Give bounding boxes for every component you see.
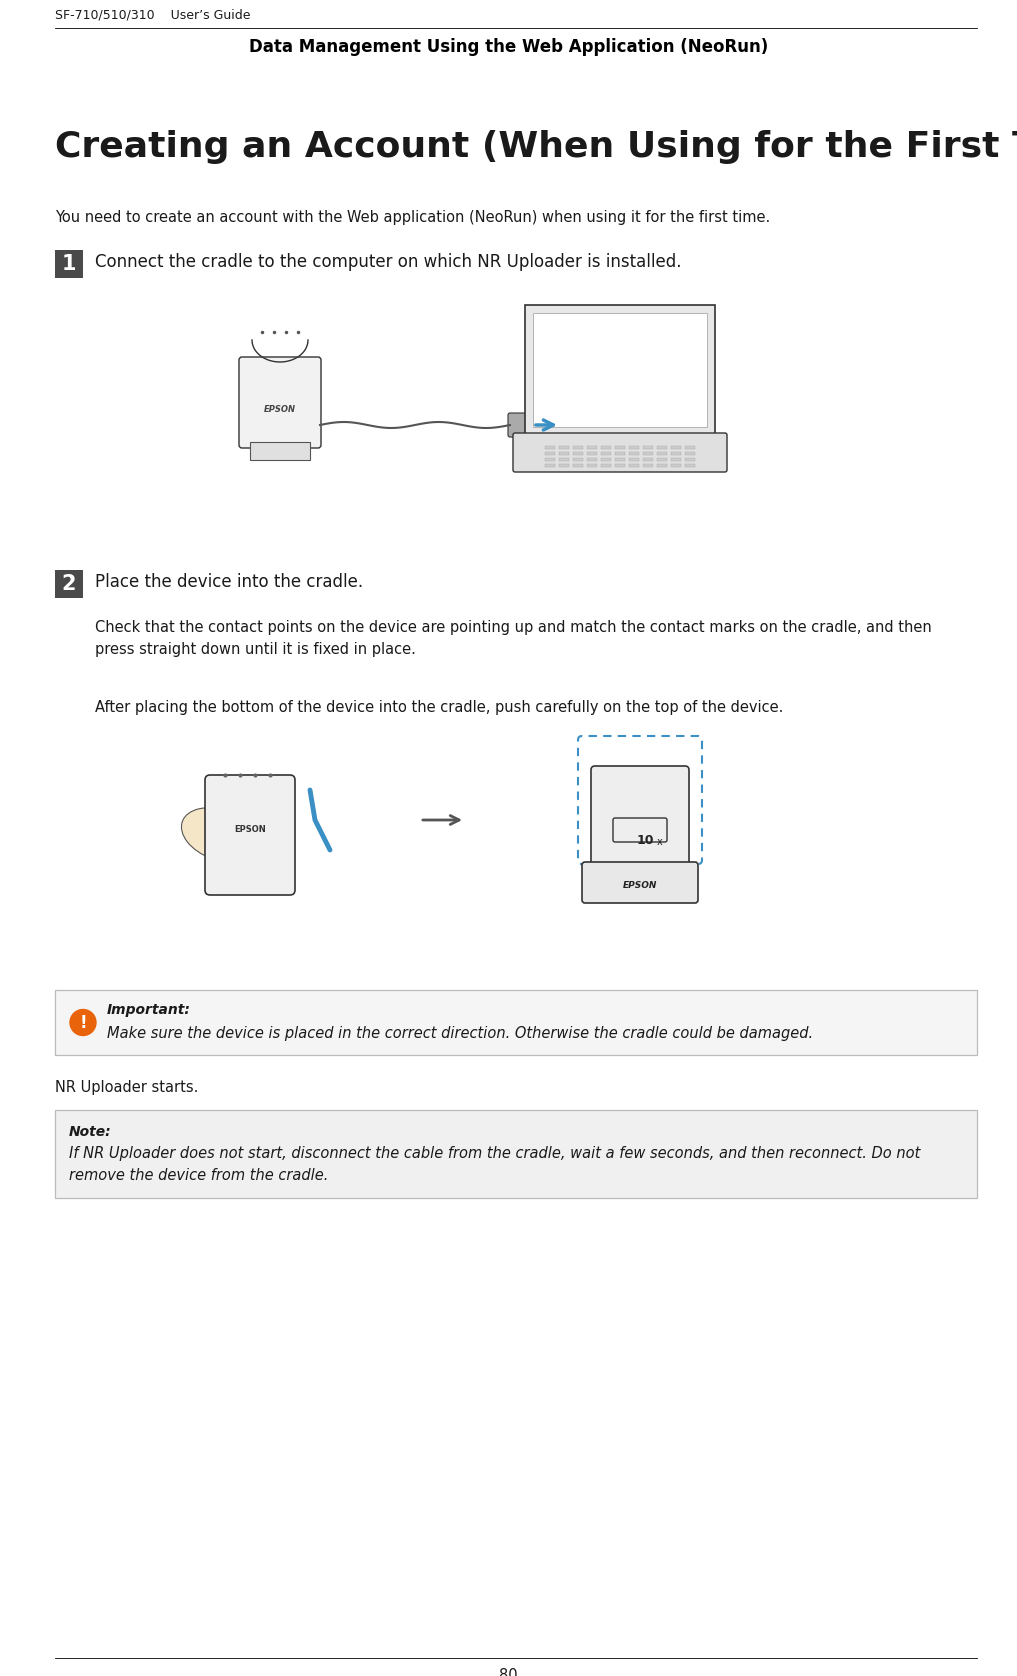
FancyBboxPatch shape — [205, 774, 295, 895]
Bar — [657, 453, 667, 454]
Text: After placing the bottom of the device into the cradle, push carefully on the to: After placing the bottom of the device i… — [95, 701, 783, 716]
Bar — [629, 453, 639, 454]
Bar — [601, 458, 611, 461]
Text: EPSON: EPSON — [264, 406, 296, 414]
Bar — [601, 453, 611, 454]
FancyBboxPatch shape — [582, 861, 698, 903]
Bar — [55, 250, 83, 278]
Bar — [615, 458, 625, 461]
Bar — [601, 446, 611, 449]
FancyBboxPatch shape — [513, 432, 727, 473]
Bar — [685, 458, 695, 461]
Bar — [545, 446, 555, 449]
Bar — [685, 453, 695, 454]
FancyBboxPatch shape — [239, 357, 321, 447]
Bar — [657, 464, 667, 468]
Bar — [55, 570, 83, 598]
Text: Data Management Using the Web Application (NeoRun): Data Management Using the Web Applicatio… — [249, 39, 768, 55]
Bar — [643, 446, 653, 449]
Text: 1: 1 — [62, 255, 76, 273]
Text: If NR Uploader does not start, disconnect the cable from the cradle, wait a few : If NR Uploader does not start, disconnec… — [69, 1146, 920, 1183]
Bar — [657, 458, 667, 461]
Bar — [657, 446, 667, 449]
FancyBboxPatch shape — [55, 991, 977, 1054]
Bar — [615, 464, 625, 468]
Text: EPSON: EPSON — [622, 880, 657, 890]
FancyBboxPatch shape — [55, 1110, 977, 1198]
Ellipse shape — [181, 808, 258, 861]
Bar — [629, 446, 639, 449]
Bar — [587, 458, 597, 461]
Text: 2: 2 — [62, 573, 76, 593]
Text: Place the device into the cradle.: Place the device into the cradle. — [95, 573, 363, 592]
Bar — [643, 453, 653, 454]
Circle shape — [70, 1009, 96, 1036]
Text: Note:: Note: — [69, 1125, 112, 1140]
Text: Make sure the device is placed in the correct direction. Otherwise the cradle co: Make sure the device is placed in the co… — [107, 1026, 814, 1041]
Bar — [685, 446, 695, 449]
Bar — [559, 464, 569, 468]
Bar — [559, 446, 569, 449]
Bar — [573, 446, 583, 449]
Bar — [629, 464, 639, 468]
Text: You need to create an account with the Web application (NeoRun) when using it fo: You need to create an account with the W… — [55, 210, 770, 225]
Text: !: ! — [79, 1014, 86, 1031]
Text: EPSON: EPSON — [234, 826, 265, 835]
Bar — [545, 453, 555, 454]
Bar — [643, 458, 653, 461]
Bar — [671, 453, 681, 454]
Text: Connect the cradle to the computer on which NR Uploader is installed.: Connect the cradle to the computer on wh… — [95, 253, 681, 272]
Bar — [671, 464, 681, 468]
Bar — [573, 453, 583, 454]
Bar — [545, 458, 555, 461]
Bar — [601, 464, 611, 468]
Text: 10: 10 — [637, 833, 654, 846]
Bar — [615, 453, 625, 454]
Bar — [533, 313, 707, 427]
FancyBboxPatch shape — [591, 766, 689, 883]
Text: Important:: Important: — [107, 1002, 191, 1017]
Bar — [671, 446, 681, 449]
Text: SF-710/510/310    User’s Guide: SF-710/510/310 User’s Guide — [55, 8, 250, 22]
Bar — [559, 458, 569, 461]
Bar — [587, 446, 597, 449]
Bar — [671, 458, 681, 461]
Bar — [615, 446, 625, 449]
Text: Check that the contact points on the device are pointing up and match the contac: Check that the contact points on the dev… — [95, 620, 932, 657]
Bar — [525, 305, 715, 436]
Bar — [629, 458, 639, 461]
Bar — [587, 453, 597, 454]
Bar — [573, 458, 583, 461]
Bar — [643, 464, 653, 468]
Text: NR Uploader starts.: NR Uploader starts. — [55, 1079, 198, 1094]
Bar — [545, 464, 555, 468]
Bar — [685, 464, 695, 468]
Text: Creating an Account (When Using for the First Time): Creating an Account (When Using for the … — [55, 131, 1017, 164]
Bar — [559, 453, 569, 454]
Text: x: x — [657, 836, 663, 846]
Text: 80: 80 — [499, 1668, 518, 1676]
FancyBboxPatch shape — [508, 412, 534, 437]
Bar — [573, 464, 583, 468]
Bar — [250, 442, 310, 459]
Bar — [587, 464, 597, 468]
